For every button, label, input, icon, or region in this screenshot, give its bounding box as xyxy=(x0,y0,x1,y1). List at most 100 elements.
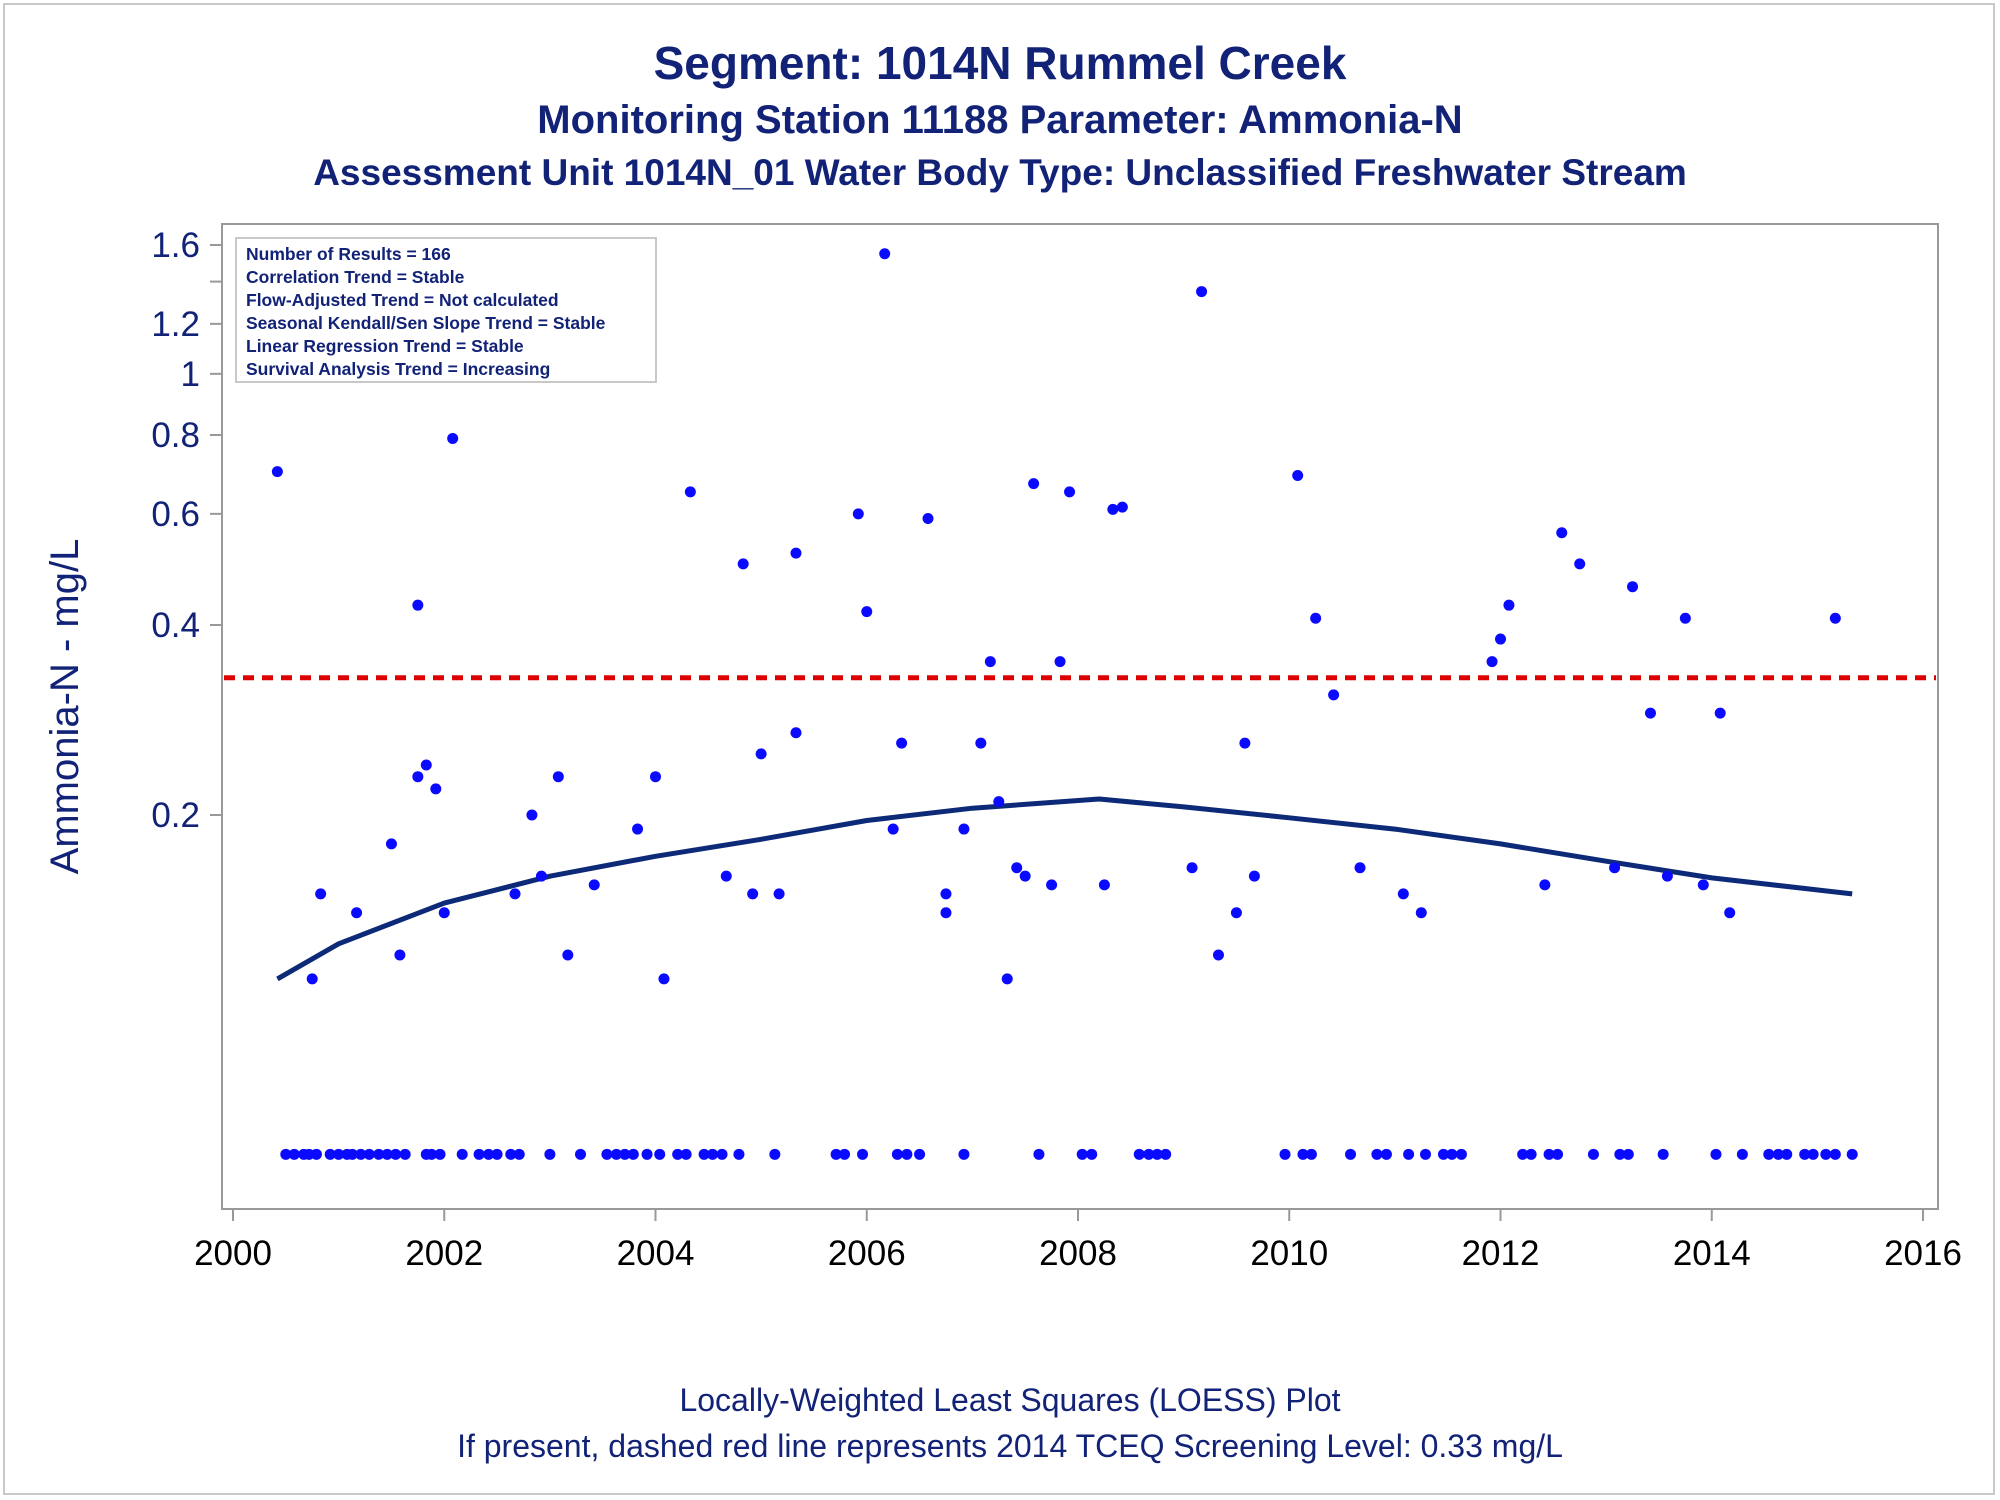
x-tick-label: 2002 xyxy=(405,1234,483,1273)
x-tick-label: 2008 xyxy=(1039,1234,1117,1273)
nondetect-point xyxy=(716,1148,728,1160)
data-point xyxy=(1310,612,1322,624)
nondetect-point xyxy=(707,1148,719,1160)
nondetect-point xyxy=(1552,1148,1564,1160)
data-point xyxy=(1046,879,1058,891)
data-point xyxy=(420,759,432,771)
nondetect-point xyxy=(654,1148,666,1160)
footnote-loess: Locally-Weighted Least Squares (LOESS) P… xyxy=(679,1382,1341,1418)
nondetect-point xyxy=(1345,1148,1357,1160)
data-point xyxy=(896,737,908,749)
nondetect-point xyxy=(426,1148,438,1160)
data-point xyxy=(394,949,406,961)
nondetect-point xyxy=(373,1148,385,1160)
nondetect-point xyxy=(1614,1148,1626,1160)
data-point xyxy=(562,949,574,961)
nondetect-point xyxy=(901,1148,913,1160)
nondetect-point xyxy=(491,1148,503,1160)
nondetect-point xyxy=(310,1148,322,1160)
data-point xyxy=(447,432,459,444)
nondetect-point xyxy=(1380,1148,1392,1160)
data-point xyxy=(1230,907,1242,919)
nondetect-point xyxy=(1799,1148,1811,1160)
plot-area-frame xyxy=(221,223,1939,1210)
x-tick-label: 2006 xyxy=(828,1234,906,1273)
nondetect-point xyxy=(857,1148,869,1160)
x-tick-label: 2014 xyxy=(1673,1234,1751,1273)
data-point xyxy=(1328,689,1340,701)
nondetect-point xyxy=(1133,1148,1145,1160)
data-point xyxy=(1661,870,1673,882)
data-point xyxy=(852,508,864,520)
data-point xyxy=(940,888,952,900)
data-point xyxy=(535,870,547,882)
nondetect-point xyxy=(1371,1148,1383,1160)
data-point xyxy=(1486,656,1498,668)
nondetect-point xyxy=(839,1148,851,1160)
data-point xyxy=(412,599,424,611)
nondetect-point xyxy=(1033,1148,1045,1160)
data-point xyxy=(975,737,987,749)
nondetect-point xyxy=(891,1148,903,1160)
data-point xyxy=(773,888,785,900)
nondetect-point xyxy=(619,1148,631,1160)
nondetect-point xyxy=(1736,1148,1748,1160)
nondetect-point xyxy=(513,1148,525,1160)
y-tick-label: 0.2 xyxy=(151,796,200,835)
data-point xyxy=(940,907,952,919)
data-point xyxy=(1539,879,1551,891)
stats-inset-line: Linear Regression Trend = Stable xyxy=(246,336,524,356)
data-point xyxy=(1239,737,1251,749)
nondetect-point xyxy=(1525,1148,1537,1160)
data-point xyxy=(1292,470,1304,482)
data-point xyxy=(1714,707,1726,719)
data-point xyxy=(271,466,283,478)
data-point xyxy=(385,838,397,850)
data-point xyxy=(1212,949,1224,961)
data-point xyxy=(1627,581,1639,593)
chart-title: Segment: 1014N Rummel Creek xyxy=(653,37,1347,89)
nondetect-point xyxy=(601,1148,613,1160)
data-point xyxy=(1556,527,1568,539)
nondetect-point xyxy=(914,1148,926,1160)
data-point xyxy=(306,973,318,985)
data-point xyxy=(315,888,327,900)
nondetect-point xyxy=(434,1148,446,1160)
data-point xyxy=(650,771,661,783)
data-point xyxy=(720,870,732,882)
nondetect-point xyxy=(288,1148,300,1160)
nondetect-point xyxy=(390,1148,402,1160)
data-point xyxy=(438,907,450,919)
loess-curve xyxy=(276,796,1853,982)
nondetect-point xyxy=(830,1148,842,1160)
nondetect-point xyxy=(1420,1148,1432,1160)
data-point xyxy=(1186,862,1198,874)
nondetect-point xyxy=(1710,1148,1722,1160)
data-point xyxy=(1098,879,1110,891)
nondetect-point xyxy=(355,1148,367,1160)
nondetect-point xyxy=(1143,1148,1155,1160)
data-point xyxy=(1011,862,1023,874)
data-point xyxy=(1574,558,1586,570)
data-point xyxy=(1503,599,1515,611)
nondetect-point xyxy=(641,1148,653,1160)
data-point xyxy=(984,656,996,668)
nondetect-point xyxy=(1807,1148,1819,1160)
y-tick-label: 0.6 xyxy=(151,495,200,534)
x-tick-label: 2000 xyxy=(194,1234,272,1273)
nondetect-point xyxy=(505,1148,517,1160)
data-point xyxy=(526,809,538,821)
nondetect-point xyxy=(1305,1148,1317,1160)
nondetect-point xyxy=(1076,1148,1088,1160)
data-point xyxy=(1697,879,1709,891)
nondetect-point xyxy=(1279,1148,1291,1160)
nondetect-point xyxy=(1657,1148,1669,1160)
data-point xyxy=(1354,862,1366,874)
nondetect-point xyxy=(324,1148,336,1160)
nondetect-point xyxy=(399,1148,411,1160)
data-point xyxy=(552,771,564,783)
nondetect-point xyxy=(733,1148,745,1160)
nondetect-point xyxy=(1763,1148,1775,1160)
nondetect-point xyxy=(698,1148,710,1160)
data-point xyxy=(861,606,873,618)
